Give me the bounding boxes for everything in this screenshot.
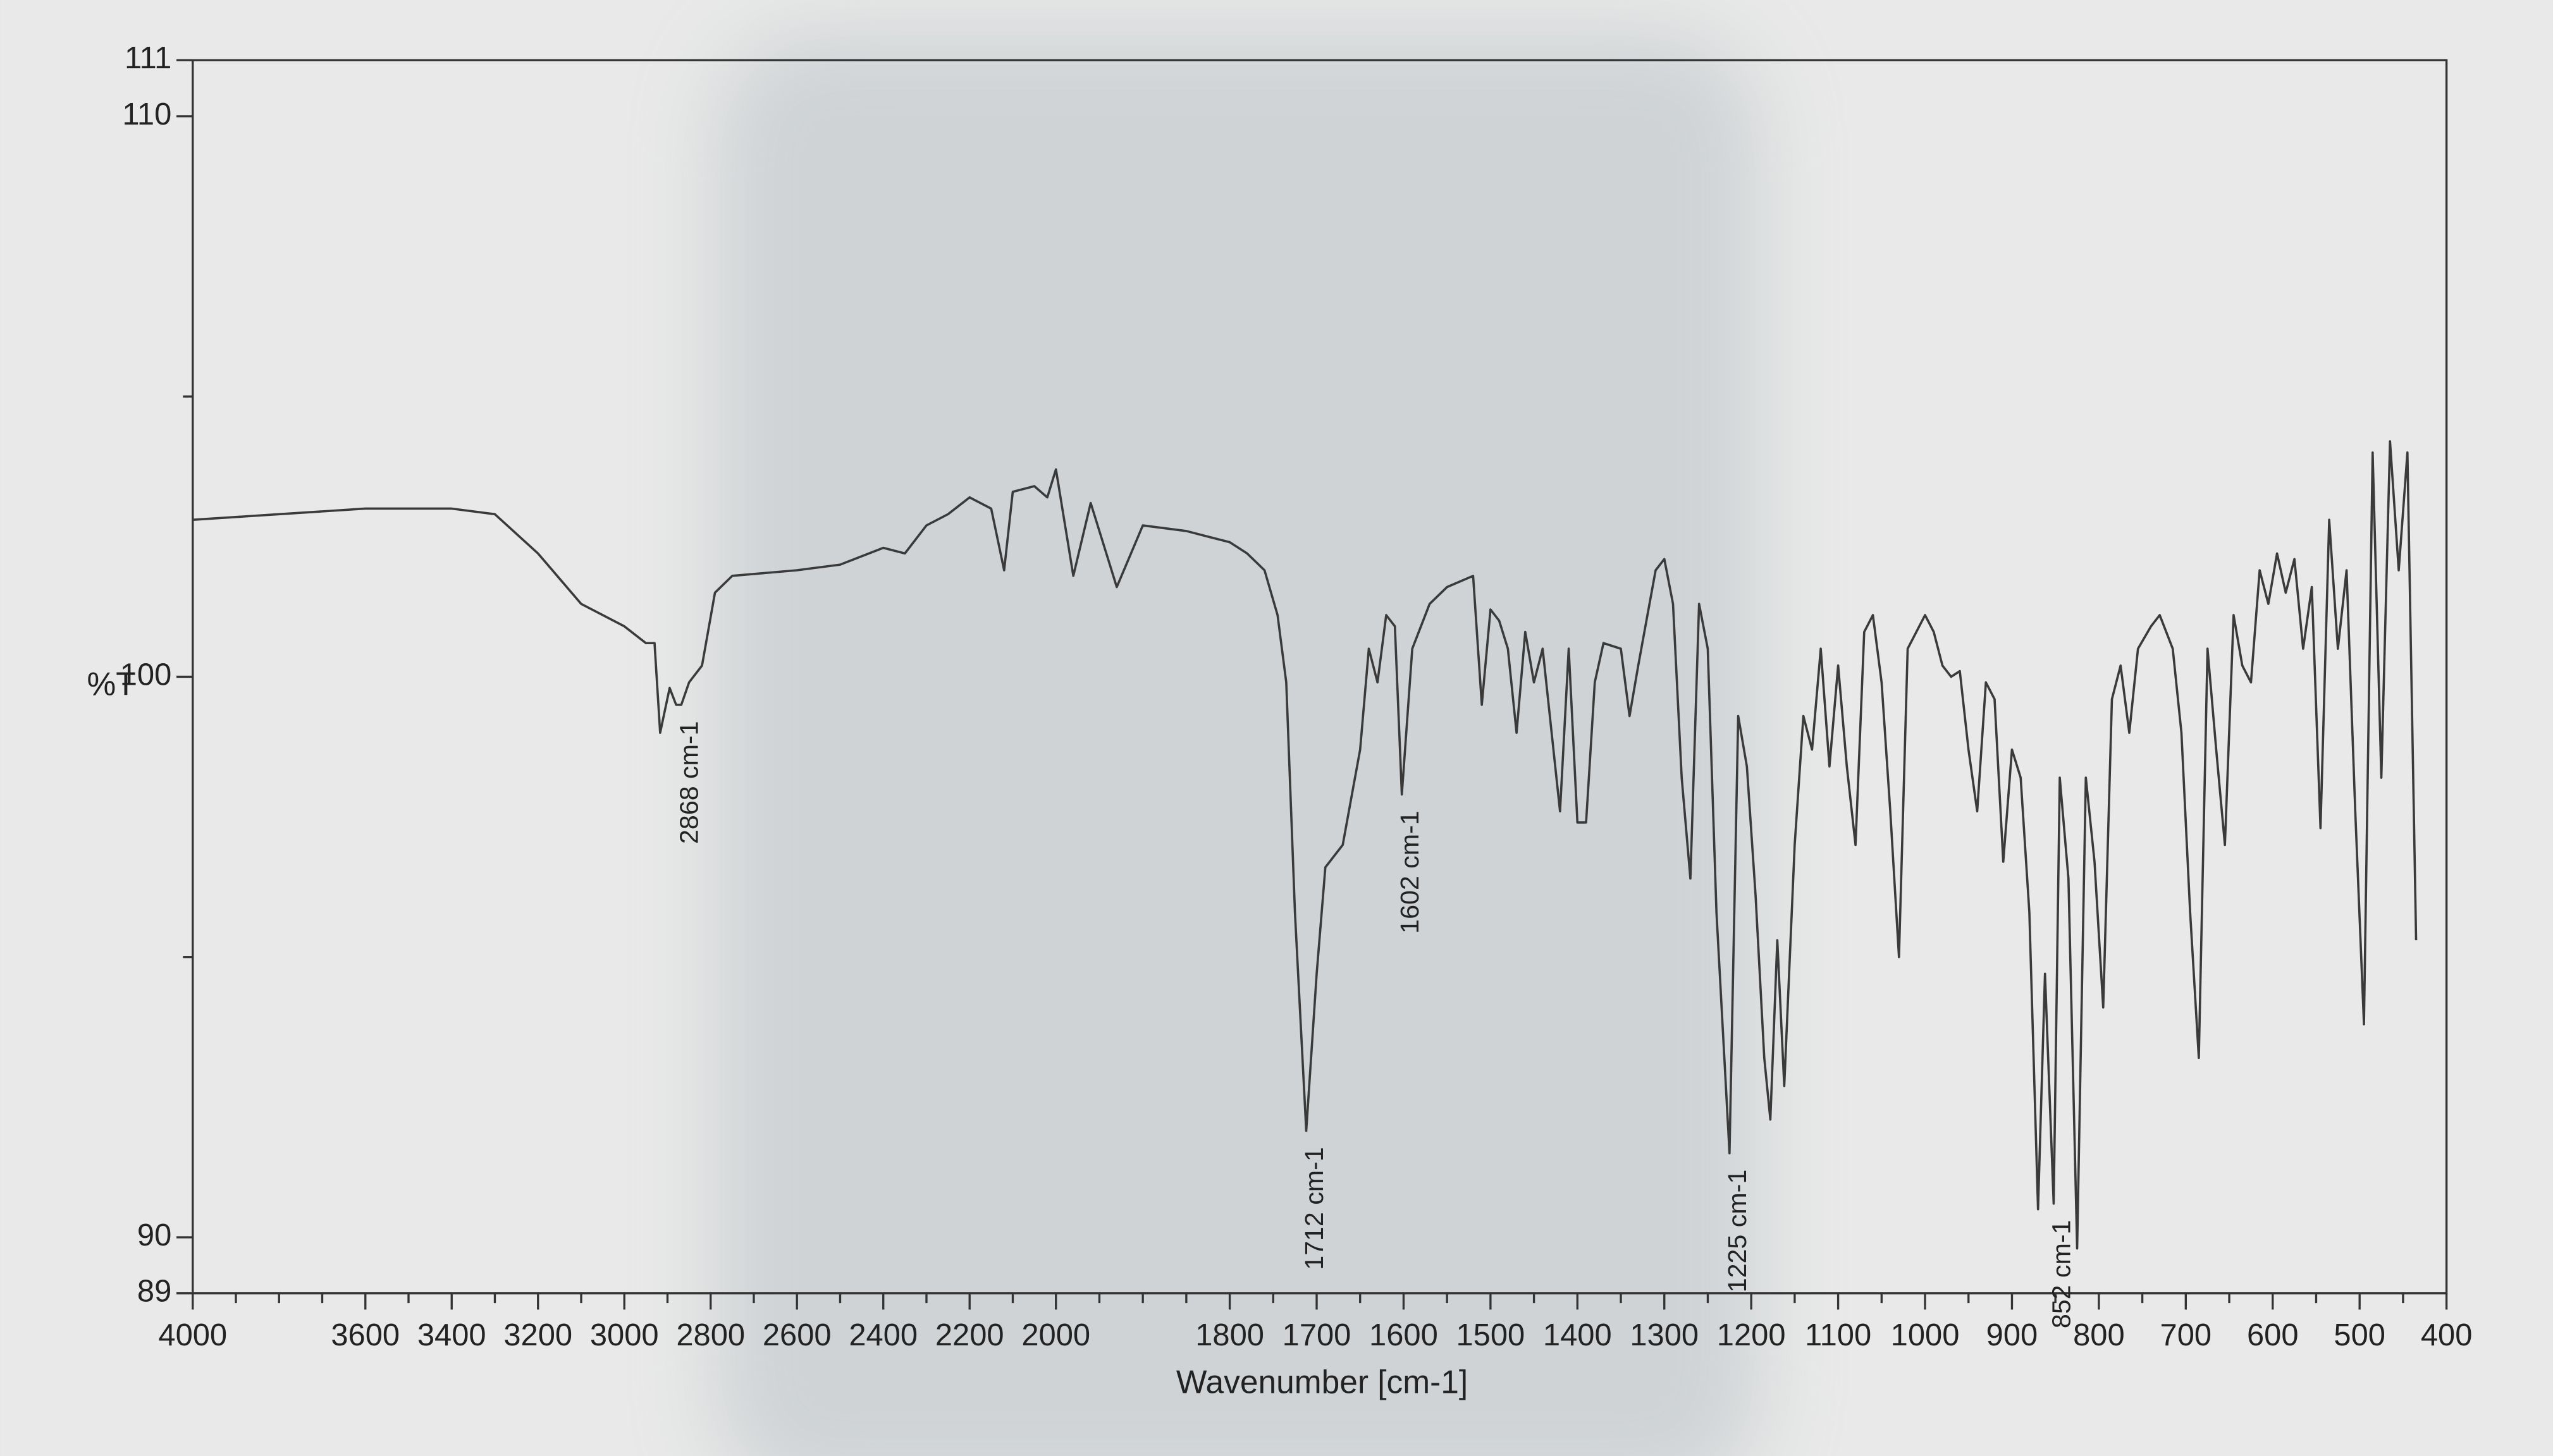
x-tick-label: 700 (2160, 1318, 2212, 1352)
x-tick-label: 3400 (417, 1318, 486, 1352)
x-tick-label: 1500 (1456, 1318, 1525, 1352)
peak-label: 1712 cm-1 (1300, 1147, 1329, 1269)
y-axis-title: %T (87, 665, 136, 702)
y-tick-label: 100 (120, 658, 172, 692)
peak-label: 2868 cm-1 (675, 721, 704, 844)
x-tick-label: 900 (1986, 1318, 2038, 1352)
x-tick-label: 2400 (849, 1318, 918, 1352)
x-tick-label: 600 (2247, 1318, 2299, 1352)
peak-label: 1225 cm-1 (1723, 1170, 1752, 1292)
y-tick-label: 89 (137, 1275, 171, 1309)
peak-label: 1602 cm-1 (1395, 811, 1424, 933)
x-tick-label: 2800 (676, 1318, 745, 1352)
y-tick-label: 90 (137, 1218, 171, 1252)
x-tick-label: 1200 (1717, 1318, 1786, 1352)
x-tick-label: 1300 (1630, 1318, 1699, 1352)
x-tick-label: 4000 (158, 1318, 227, 1352)
x-tick-label: 500 (2334, 1318, 2385, 1352)
peak-label: 852 cm-1 (2047, 1220, 2076, 1329)
x-tick-label: 3000 (590, 1318, 659, 1352)
x-tick-label: 2200 (935, 1318, 1004, 1352)
x-tick-label: 1100 (1805, 1318, 1871, 1352)
x-tick-label: 3600 (331, 1318, 400, 1352)
x-axis-title: Wavenumber [cm-1] (1176, 1363, 1468, 1400)
x-tick-label: 1000 (1891, 1318, 1960, 1352)
y-tick-label: 110 (122, 97, 171, 132)
y-tick-label: 111 (125, 41, 171, 75)
x-tick-label: 2600 (763, 1318, 832, 1352)
shadow (717, 32, 1759, 1456)
spectrum-line (192, 440, 2418, 1250)
x-tick-label: 2000 (1021, 1318, 1090, 1352)
x-tick-label: 800 (2073, 1318, 2125, 1352)
x-tick-label: 1800 (1195, 1318, 1264, 1352)
x-tick-label: 1700 (1283, 1318, 1351, 1352)
x-tick-label: 1600 (1369, 1318, 1438, 1352)
x-tick-label: 3200 (503, 1318, 572, 1352)
x-tick-label: 1400 (1543, 1318, 1612, 1352)
x-tick-label: 400 (2421, 1318, 2473, 1352)
